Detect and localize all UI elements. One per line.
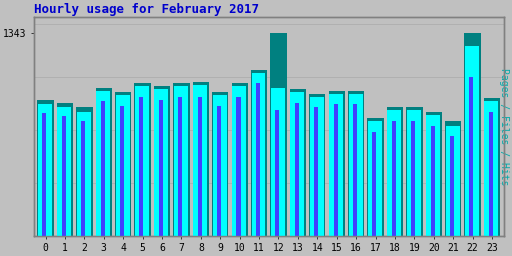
Bar xyxy=(251,73,266,236)
Bar xyxy=(135,83,151,236)
Bar xyxy=(135,86,149,236)
Bar xyxy=(388,110,401,236)
Bar xyxy=(232,86,246,236)
Bar xyxy=(251,70,267,236)
Bar xyxy=(489,112,493,236)
Bar xyxy=(290,89,306,236)
Bar xyxy=(96,91,110,236)
Bar xyxy=(406,108,422,236)
Bar xyxy=(275,110,280,236)
Bar xyxy=(309,94,326,236)
Bar xyxy=(349,94,362,236)
Bar xyxy=(295,103,299,236)
Bar xyxy=(198,97,202,236)
Bar xyxy=(464,33,481,236)
Bar xyxy=(271,88,285,236)
Bar xyxy=(217,106,221,236)
Bar xyxy=(348,91,365,236)
Bar xyxy=(116,95,130,236)
Bar xyxy=(120,106,124,236)
Bar xyxy=(212,95,227,236)
Bar xyxy=(484,98,500,236)
Text: Hourly usage for February 2017: Hourly usage for February 2017 xyxy=(34,3,259,16)
Bar xyxy=(174,86,188,236)
Bar xyxy=(450,136,454,236)
Bar xyxy=(425,112,442,236)
Bar xyxy=(372,132,376,236)
Bar xyxy=(270,33,287,236)
Bar xyxy=(57,103,73,236)
Bar xyxy=(445,125,460,236)
Bar xyxy=(484,101,498,236)
Bar xyxy=(470,77,474,236)
Bar xyxy=(155,89,168,236)
Bar xyxy=(37,100,54,236)
Bar xyxy=(256,83,260,236)
Bar xyxy=(96,88,112,236)
Bar xyxy=(212,92,228,236)
Bar xyxy=(231,83,248,236)
Bar xyxy=(368,118,383,236)
Bar xyxy=(431,125,435,236)
Bar xyxy=(314,108,318,236)
Bar xyxy=(392,121,396,236)
Bar xyxy=(387,108,403,236)
Bar xyxy=(173,83,189,236)
Bar xyxy=(193,82,209,236)
Bar xyxy=(445,121,461,236)
Y-axis label: Pages / Files / Hits: Pages / Files / Hits xyxy=(499,68,509,185)
Bar xyxy=(42,113,47,236)
Bar xyxy=(178,97,182,236)
Bar xyxy=(411,121,415,236)
Bar xyxy=(237,97,241,236)
Bar xyxy=(310,97,324,236)
Bar xyxy=(368,121,382,236)
Bar xyxy=(329,91,345,236)
Bar xyxy=(77,112,91,236)
Bar xyxy=(329,94,343,236)
Bar xyxy=(139,97,143,236)
Bar xyxy=(62,116,66,236)
Bar xyxy=(194,85,207,236)
Bar xyxy=(407,110,421,236)
Bar xyxy=(290,92,304,236)
Bar xyxy=(57,108,71,236)
Bar xyxy=(115,92,132,236)
Bar xyxy=(159,100,163,236)
Bar xyxy=(76,108,93,236)
Bar xyxy=(333,104,337,236)
Bar xyxy=(353,104,357,236)
Bar xyxy=(81,121,86,236)
Bar xyxy=(426,115,440,236)
Bar xyxy=(154,86,170,236)
Bar xyxy=(465,46,479,236)
Bar xyxy=(38,104,52,236)
Bar xyxy=(100,101,104,236)
